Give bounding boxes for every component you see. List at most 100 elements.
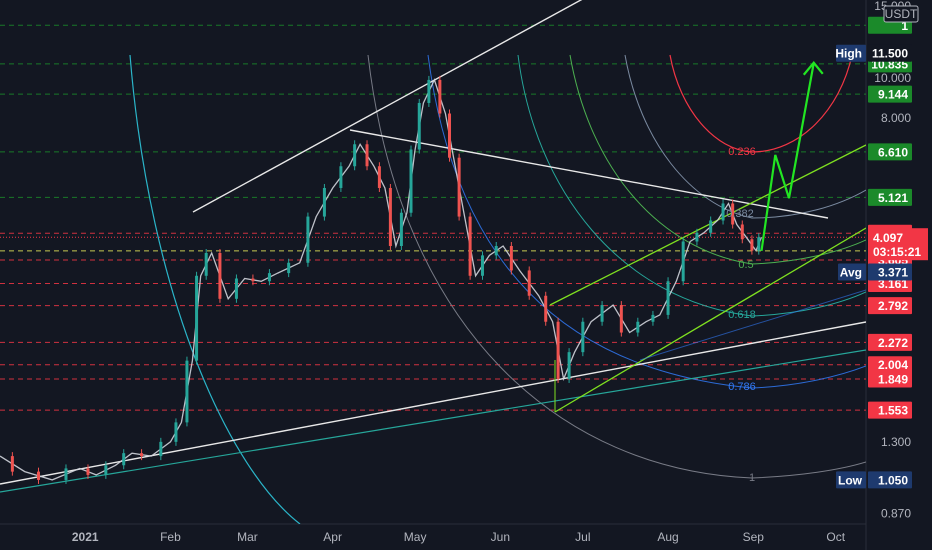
extra-blue-ray xyxy=(639,289,866,361)
level-tag-2.792-bg xyxy=(868,297,912,315)
x-tick-Feb: Feb xyxy=(160,530,181,544)
price-candle xyxy=(218,252,222,299)
level-tag-6.610[interactable]: 6.610 xyxy=(868,143,912,161)
level-tag-2.272-text: 2.272 xyxy=(878,336,908,350)
price-candle xyxy=(619,305,623,333)
price-candle xyxy=(409,149,413,213)
low-label-tag[interactable]: Low xyxy=(836,471,866,489)
current-price-bg xyxy=(868,228,928,261)
level-tag-9.144-bg xyxy=(868,85,912,103)
level-tag-2.272-bg xyxy=(868,333,912,351)
price-candle xyxy=(600,305,604,322)
price-candle xyxy=(666,281,670,315)
low-label-tag-text: Low xyxy=(838,473,863,487)
price-candle xyxy=(567,352,571,379)
time-axis[interactable]: 2021 Feb Mar Apr May Jun Jul Aug Sep Oct xyxy=(72,530,846,544)
level-tag-5.121-bg xyxy=(868,188,912,206)
price-candle xyxy=(251,278,255,282)
price-candle xyxy=(544,295,548,322)
price-candle xyxy=(86,468,90,475)
price-candle xyxy=(509,245,513,271)
price-candle xyxy=(287,262,291,274)
avg-value-tag-bg xyxy=(868,263,912,281)
x-tick-2021: 2021 xyxy=(72,530,99,544)
level-tag-5.121-text: 5.121 xyxy=(878,191,908,205)
avg-label-tag-text: Avg xyxy=(840,265,862,279)
high-label-tag-text: High xyxy=(835,47,862,61)
avg-value-tag-text: 3.371 xyxy=(878,265,908,279)
fib-label-0.618: 0.618 xyxy=(728,309,756,321)
channel-lower-line xyxy=(554,227,866,413)
price-candle xyxy=(731,203,735,225)
level-tag-1.553[interactable]: 1.553 xyxy=(868,401,912,419)
x-tick-May: May xyxy=(404,530,427,544)
fib-arc-0382 xyxy=(624,54,866,219)
level-tag-2.792[interactable]: 2.792 xyxy=(868,297,912,315)
price-candle xyxy=(457,157,461,217)
price-candle xyxy=(399,212,403,246)
price-axis[interactable]: 15.00010.0008.0001.3000.870110.8359.1446… xyxy=(835,0,928,520)
level-tag-9.144-text: 9.144 xyxy=(878,88,908,102)
level-tag-2.004-bg xyxy=(868,356,912,374)
avg-label-tag[interactable]: Avg xyxy=(838,263,866,281)
low-value-tag-text: 1.050 xyxy=(878,473,908,487)
level-tag-9.144[interactable]: 9.144 xyxy=(868,85,912,103)
high-label-tag[interactable]: High xyxy=(835,44,866,62)
currency-badge-box xyxy=(883,5,919,23)
price-candle xyxy=(104,465,108,475)
price-candle xyxy=(306,216,310,263)
price-candle xyxy=(740,224,744,240)
price-candle xyxy=(709,220,713,233)
descending-trendline xyxy=(349,129,829,219)
price-candle xyxy=(636,321,640,333)
avg-label-tag-bg xyxy=(838,263,866,281)
high-value-tag-text: 11.500 xyxy=(872,47,908,61)
level-tag-2.004[interactable]: 2.004 xyxy=(868,356,912,374)
price-candle xyxy=(10,456,14,472)
price-candle xyxy=(447,113,451,158)
price-candle xyxy=(36,471,40,480)
price-candle xyxy=(140,453,144,457)
low-value-tag[interactable]: 1.050 xyxy=(868,471,912,489)
y-tick-1.300: 1.300 xyxy=(881,435,911,449)
price-candle xyxy=(695,232,699,242)
high-value-tag-bg xyxy=(868,44,912,62)
price-candle xyxy=(388,187,392,246)
y-tick-8.000: 8.000 xyxy=(881,111,911,125)
level-tag-1.849[interactable]: 1.849 xyxy=(868,370,912,388)
fib-arc-05 xyxy=(569,54,866,265)
high-label-tag-bg xyxy=(836,44,866,62)
projection-arrowhead xyxy=(802,61,824,76)
x-tick-Aug: Aug xyxy=(657,530,678,544)
price-candle xyxy=(721,203,725,221)
price-candle xyxy=(556,321,560,379)
high-value-tag[interactable]: 11.500 xyxy=(868,44,912,62)
current-price-countdown: 03:15:21 xyxy=(873,245,921,259)
price-candle xyxy=(438,79,442,114)
price-candle xyxy=(681,241,685,282)
x-tick-Mar: Mar xyxy=(237,530,258,544)
projection-path xyxy=(760,62,815,252)
channel-upper-line xyxy=(549,144,866,306)
price-candle xyxy=(757,237,761,251)
fib-arc-0618 xyxy=(517,54,866,317)
avg-value-tag[interactable]: 3.371 xyxy=(868,263,912,281)
currency-badge[interactable]: USDT xyxy=(883,5,919,23)
level-tag-1-text: 1 xyxy=(901,19,908,33)
y-tick-0.870: 0.870 xyxy=(881,506,911,520)
price-series-layer xyxy=(0,75,763,484)
price-candle xyxy=(494,245,498,256)
level-tag-2.272[interactable]: 2.272 xyxy=(868,333,912,351)
low-label-tag-bg xyxy=(836,471,866,489)
x-tick-Apr: Apr xyxy=(323,530,342,544)
level-tag-5.121[interactable]: 5.121 xyxy=(868,188,912,206)
y-tick-10.000: 10.000 xyxy=(874,71,911,85)
level-tag-2.792-text: 2.792 xyxy=(878,299,908,313)
fib-arc-0236 xyxy=(669,54,853,153)
price-candle xyxy=(174,422,178,442)
level-tag-1.849-text: 1.849 xyxy=(878,373,908,387)
